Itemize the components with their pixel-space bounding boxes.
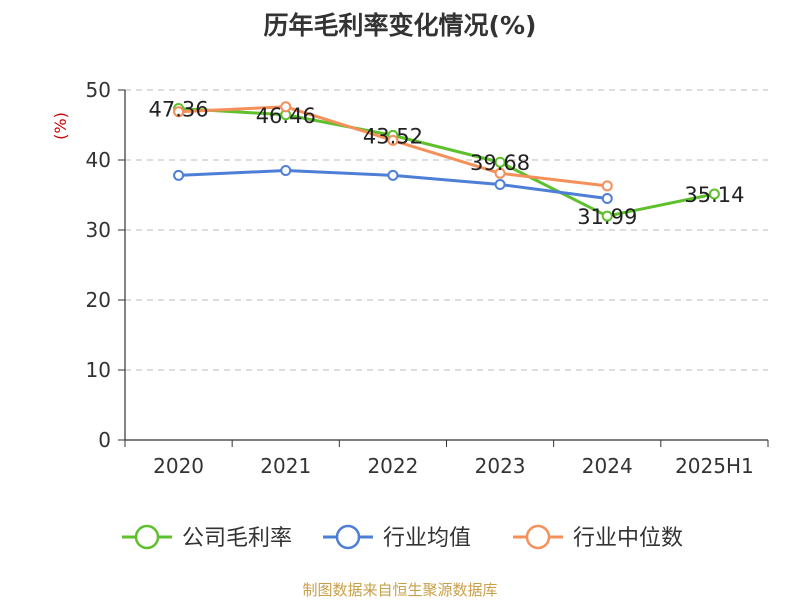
legend[interactable]: 公司毛利率 行业均值 行业中位数 [122,524,683,551]
series-line-0 [178,106,715,218]
axes: 0 10 20 30 40 50 2020 2021 2022 2023 2024 2025H1 [86,78,769,478]
source-note: 制图数据来自恒生聚源数据库 [302,581,497,599]
data-label: 35.14 [684,183,744,207]
data-label: 31.99 [577,205,637,229]
series-lines [173,101,720,222]
x-tick-label: 2021 [260,454,311,478]
y-tick-label: 40 [86,148,111,172]
data-label: 43.52 [363,124,423,148]
grid [125,89,768,371]
x-tick-label: 2020 [153,454,204,478]
legend-item-2[interactable]: 行业中位数 [513,524,683,551]
data-point[interactable] [387,134,399,146]
legend-marker [134,524,160,550]
x-tick-label: 2024 [582,454,633,478]
data-point[interactable] [280,165,292,176]
legend-marker [525,524,551,550]
x-tick-label: 2023 [475,454,526,478]
y-tick-label: 10 [86,358,111,382]
y-tick-label: 20 [86,288,111,312]
data-point[interactable] [387,169,399,181]
y-tick-label: 30 [86,218,111,242]
legend-label: 行业中位数 [573,526,683,551]
y-axis-label: (%) [51,112,70,140]
data-point[interactable] [494,179,506,190]
legend-item-1[interactable]: 行业均值 [323,524,471,551]
data-labels: 47.36 46.46 43.52 39.68 31.99 35.14 [149,97,745,229]
data-point[interactable] [601,210,613,222]
legend-item-0[interactable]: 公司毛利率 [122,524,292,551]
data-point[interactable] [494,156,506,168]
data-point[interactable] [494,167,506,179]
data-label: 47.36 [149,97,209,121]
legend-label: 公司毛利率 [182,526,292,551]
chart-title: 历年毛利率变化情况(%) [264,11,537,40]
x-tick-label: 2025H1 [675,454,754,478]
legend-marker [335,524,361,550]
data-point[interactable] [173,106,185,118]
legend-label: 行业均值 [383,526,471,551]
x-tick-label: 2022 [367,454,418,478]
y-tick-label: 0 [98,428,111,452]
data-point[interactable] [280,101,292,113]
data-label: 39.68 [470,151,530,175]
data-label: 46.46 [256,104,316,128]
data-point[interactable] [601,180,613,192]
data-point[interactable] [708,188,720,200]
data-point[interactable] [601,193,613,204]
data-point[interactable] [173,169,185,181]
y-tick-label: 50 [86,78,111,102]
